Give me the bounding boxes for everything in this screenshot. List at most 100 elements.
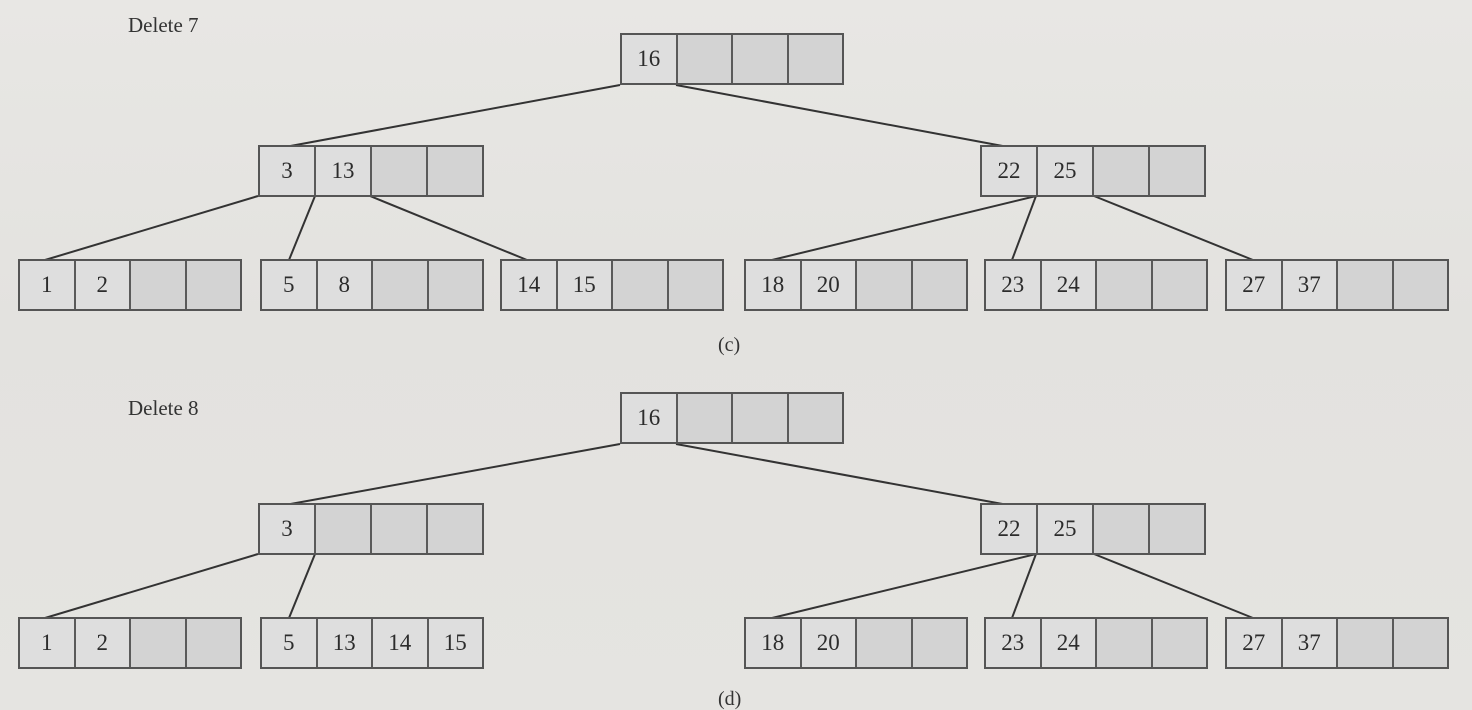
key-cell (372, 505, 428, 553)
key-cell (186, 619, 240, 667)
key-cell (1094, 505, 1150, 553)
key-cell (733, 35, 789, 83)
key-cell (912, 619, 966, 667)
leaf-node: 5 8 (260, 259, 484, 311)
edge-d-right-leaf3 (771, 553, 1037, 619)
key-cell (1338, 619, 1394, 667)
key-cell: 2 (75, 261, 131, 309)
leaf-node: 5 13 14 15 (260, 617, 484, 669)
key-cell (788, 35, 842, 83)
edge-d-root-right (675, 443, 1009, 506)
key-cell: 15 (428, 619, 482, 667)
edge-c-left-leaf3 (369, 195, 528, 261)
key-cell (857, 261, 913, 309)
key-cell (372, 147, 428, 195)
key-cell (1152, 619, 1206, 667)
key-cell: 24 (1041, 619, 1097, 667)
key-cell (1150, 505, 1204, 553)
key-cell (677, 35, 733, 83)
key-cell: 1 (20, 261, 76, 309)
edge-c-right-leaf6 (1093, 195, 1254, 261)
key-cell (1152, 261, 1206, 309)
leaf-node: 1 2 (18, 617, 242, 669)
key-cell (788, 394, 842, 442)
figure-caption: (c) (718, 334, 741, 356)
edge-c-right-leaf4 (771, 195, 1037, 261)
step-label: Delete 8 (128, 396, 199, 420)
edge-d-left-leaf1 (44, 553, 259, 619)
internal-node: 22 25 (980, 503, 1206, 555)
key-cell: 1 (20, 619, 76, 667)
key-cell: 22 (982, 505, 1038, 553)
key-cell: 16 (622, 394, 678, 442)
internal-node: 3 (258, 503, 484, 555)
key-cell (1393, 619, 1447, 667)
leaf-node: 27 37 (1225, 259, 1449, 311)
key-cell (428, 261, 482, 309)
leaf-node: 18 20 (744, 259, 968, 311)
leaf-node: 1 2 (18, 259, 242, 311)
key-cell: 18 (746, 261, 802, 309)
key-cell: 13 (317, 619, 373, 667)
key-cell: 20 (801, 261, 857, 309)
key-cell (428, 147, 482, 195)
key-cell: 8 (317, 261, 373, 309)
leaf-node: 23 24 (984, 259, 1208, 311)
key-cell (186, 261, 240, 309)
key-cell: 14 (373, 619, 429, 667)
key-cell (1338, 261, 1394, 309)
key-cell: 23 (986, 261, 1042, 309)
key-cell: 37 (1282, 261, 1338, 309)
key-cell: 25 (1038, 505, 1094, 553)
key-cell (131, 261, 187, 309)
root-node: 16 (620, 392, 844, 444)
key-cell: 27 (1227, 261, 1283, 309)
edge-c-left-leaf2 (288, 195, 316, 261)
key-cell (857, 619, 913, 667)
key-cell: 27 (1227, 619, 1283, 667)
key-cell: 5 (262, 619, 318, 667)
key-cell: 25 (1038, 147, 1094, 195)
leaf-node: 27 37 (1225, 617, 1449, 669)
key-cell (668, 261, 722, 309)
root-node: 16 (620, 33, 844, 85)
key-cell (1097, 619, 1153, 667)
figure-caption: (d) (718, 688, 742, 710)
key-cell: 2 (75, 619, 131, 667)
key-cell: 3 (260, 505, 316, 553)
key-cell (733, 394, 789, 442)
step-label: Delete 7 (128, 13, 199, 37)
edge-c-root-left (284, 84, 621, 148)
key-cell: 15 (557, 261, 613, 309)
key-cell: 13 (316, 147, 372, 195)
leaf-node: 14 15 (500, 259, 724, 311)
key-cell (1393, 261, 1447, 309)
edge-d-root-left (284, 443, 621, 506)
key-cell: 16 (622, 35, 678, 83)
leaf-node: 18 20 (744, 617, 968, 669)
edge-c-root-right (675, 84, 1009, 148)
key-cell (912, 261, 966, 309)
key-cell (373, 261, 429, 309)
key-cell: 20 (801, 619, 857, 667)
edge-c-right-leaf5 (1011, 195, 1037, 261)
key-cell: 22 (982, 147, 1038, 195)
edge-d-left-leaf2 (288, 553, 316, 619)
key-cell: 5 (262, 261, 318, 309)
key-cell (1094, 147, 1150, 195)
edge-d-right-leaf5 (1093, 553, 1254, 619)
key-cell (316, 505, 372, 553)
key-cell: 18 (746, 619, 802, 667)
leaf-node: 23 24 (984, 617, 1208, 669)
edge-c-left-leaf1 (44, 195, 259, 261)
key-cell (1150, 147, 1204, 195)
key-cell: 24 (1041, 261, 1097, 309)
key-cell (1097, 261, 1153, 309)
key-cell: 23 (986, 619, 1042, 667)
edge-d-right-leaf4 (1011, 553, 1037, 619)
internal-node: 3 13 (258, 145, 484, 197)
key-cell: 3 (260, 147, 316, 195)
key-cell (131, 619, 187, 667)
key-cell: 14 (502, 261, 558, 309)
